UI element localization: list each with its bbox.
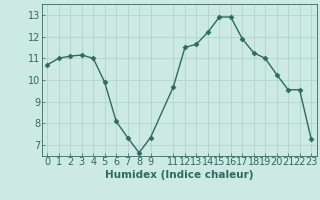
X-axis label: Humidex (Indice chaleur): Humidex (Indice chaleur) bbox=[105, 170, 253, 180]
